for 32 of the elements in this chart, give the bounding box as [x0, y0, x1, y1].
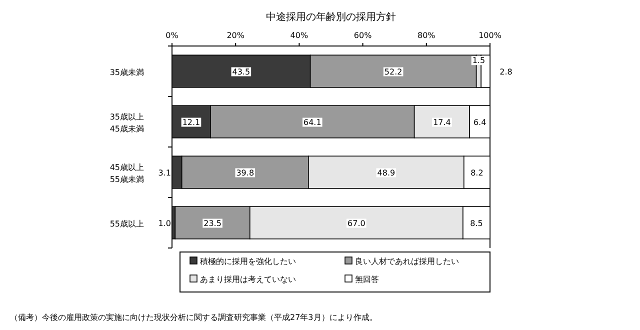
data-label: 8.2: [470, 168, 484, 178]
data-label: 12.1: [182, 118, 200, 127]
data-label: 17.4: [433, 118, 451, 127]
legend-label: 無回答: [355, 275, 379, 284]
y-tick-label: 55歳以上: [110, 219, 144, 228]
legend-label: あまり採用は考えていない: [200, 275, 296, 284]
legend-label: 良い人材であれば採用したい: [355, 257, 459, 266]
data-label: 3.1: [158, 168, 171, 178]
x-tick-label: 40%: [290, 31, 308, 40]
y-tick-label: 45歳以上 55歳未満: [110, 162, 144, 184]
data-label: 67.0: [348, 218, 366, 228]
legend-label: 積極的に採用を強化したい: [200, 257, 296, 266]
data-label: 39.8: [236, 168, 254, 178]
x-tick-label: 20%: [226, 31, 245, 40]
y-tick-label: 35歳未満: [110, 68, 144, 77]
data-label: 43.5: [232, 67, 250, 76]
data-label: 23.5: [204, 218, 222, 228]
x-tick-label: 80%: [418, 31, 436, 40]
chart-title: 中途採用の年齢別の採用方針: [266, 11, 396, 23]
data-label: 64.1: [303, 118, 322, 127]
data-label: 52.2: [384, 67, 402, 76]
data-label: 1.5: [472, 56, 486, 66]
x-tick-label: 100%: [478, 31, 502, 40]
x-tick-label: 60%: [354, 31, 372, 40]
y-tick-label: 35歳以上 45歳未満: [110, 112, 144, 134]
data-label: 2.8: [500, 67, 512, 76]
x-tick-label: 0%: [166, 31, 179, 40]
data-label: 1.0: [158, 218, 171, 228]
data-label: 6.4: [473, 118, 486, 127]
text: （備考）今後の雇用政策の実施に向けた現状分析に関する調査研究事業（平成27年3月）により作成。: [10, 313, 378, 322]
data-label: 8.5: [470, 218, 483, 228]
data-label: 48.9: [377, 168, 396, 178]
